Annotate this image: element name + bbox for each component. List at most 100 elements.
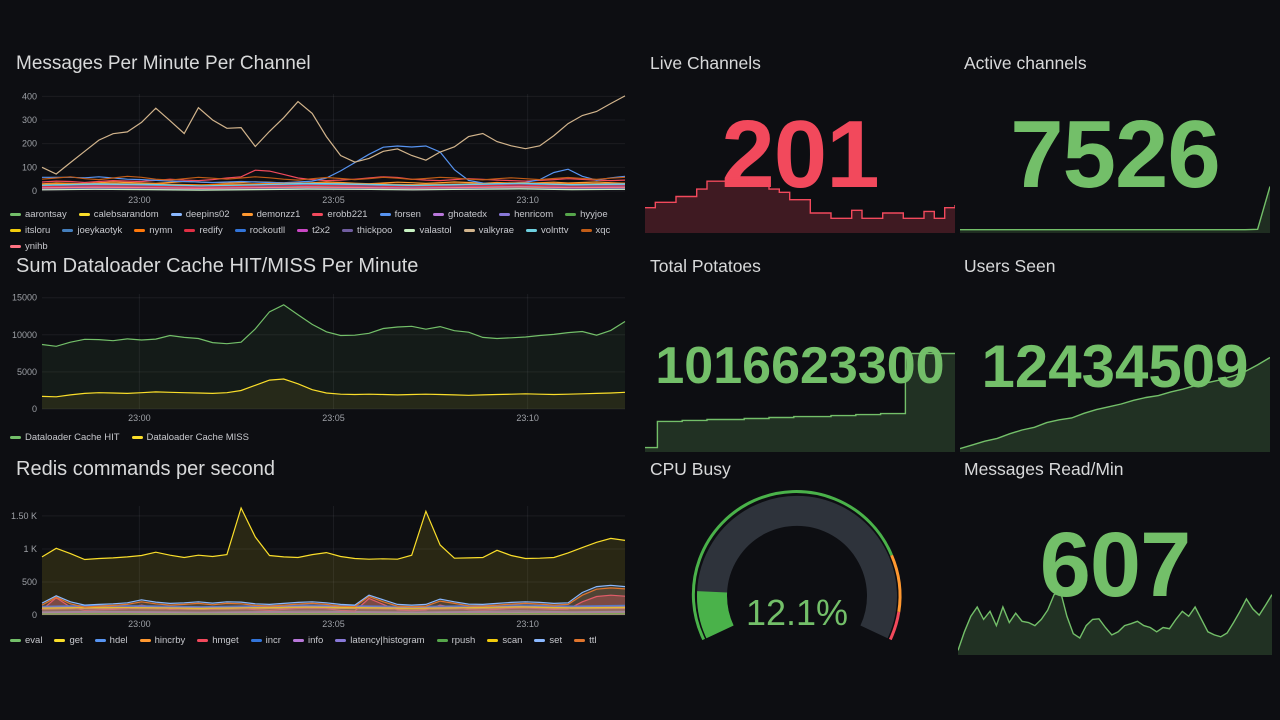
legend-item-dataloader-cache-hit[interactable]: Dataloader Cache HIT — [10, 431, 120, 444]
legend-item-forsen[interactable]: forsen — [379, 208, 421, 221]
svg-text:23:10: 23:10 — [516, 413, 539, 423]
legend-item-dataloader-cache-miss[interactable]: Dataloader Cache MISS — [131, 431, 249, 444]
legend-item-set[interactable]: set — [534, 634, 562, 647]
legend-swatch — [184, 229, 196, 232]
svg-text:23:00: 23:00 — [128, 413, 151, 423]
legend-swatch — [580, 229, 592, 232]
legend-item-demonzz1[interactable]: demonzz1 — [241, 208, 300, 221]
legend-item-redify[interactable]: redify — [184, 224, 223, 237]
svg-text:23:10: 23:10 — [516, 619, 539, 629]
legend-item-deepins02[interactable]: deepins02 — [170, 208, 230, 221]
panel-title-users-seen[interactable]: Users Seen — [964, 256, 1056, 276]
legend-label: volnttv — [541, 225, 569, 236]
legend-label: set — [549, 635, 563, 646]
legend-item-thickpoo[interactable]: thickpoo — [342, 224, 392, 237]
legend-swatch — [499, 213, 511, 216]
legend-item-ttl[interactable]: ttl — [574, 634, 597, 647]
svg-text:500: 500 — [22, 577, 37, 587]
legend-item-incr[interactable]: incr — [250, 634, 281, 647]
panel-title-messages-read[interactable]: Messages Read/Min — [964, 459, 1124, 479]
legend-label: Dataloader Cache HIT — [25, 432, 120, 443]
legend-label: forsen — [394, 209, 421, 220]
legend-item-joeykaotyk[interactable]: joeykaotyk — [62, 224, 122, 237]
legend-label: xqc — [595, 225, 611, 236]
legend-item-eval[interactable]: eval — [10, 634, 42, 647]
legend-swatch — [62, 229, 74, 232]
legend-item-get[interactable]: get — [54, 634, 83, 647]
legend-swatch — [234, 229, 246, 232]
legend-label: hmget — [212, 635, 239, 646]
legend-item-info[interactable]: info — [292, 634, 323, 647]
legend-label: valastol — [419, 225, 452, 236]
legend-label: valkyrae — [478, 225, 515, 236]
legend-item-aarontsay[interactable]: aarontsay — [10, 208, 67, 221]
legend-item-hyyjoe[interactable]: hyyjoe — [565, 208, 608, 221]
legend-item-scan[interactable]: scan — [487, 634, 522, 647]
messages-read-value: 607 — [1039, 513, 1192, 616]
svg-text:5000: 5000 — [17, 367, 37, 377]
legend-item-calebsarandom[interactable]: calebsarandom — [78, 208, 159, 221]
legend-item-rockoutll[interactable]: rockoutll — [234, 224, 285, 237]
panel-title-live-channels[interactable]: Live Channels — [650, 53, 761, 73]
legend-label: aarontsay — [25, 209, 67, 220]
legend-item-rpush[interactable]: rpush — [436, 634, 475, 647]
messages-chart-legend: aarontsay calebsarandom deepins02 demonzz1 e… — [10, 208, 628, 253]
panel-title-messages-per-minute[interactable]: Messages Per Minute Per Channel — [16, 53, 311, 74]
total-potatoes-sparkline — [645, 352, 955, 452]
legend-item-t2x2[interactable]: t2x2 — [297, 224, 330, 237]
legend-swatch — [342, 229, 354, 232]
dataloader-cache-chart[interactable]: 0 5000 10000 15000 23:00 23:05 23:10 — [8, 288, 628, 424]
users-seen-value: 12434509 — [981, 332, 1249, 400]
messages-per-minute-chart[interactable]: 0 100 200 300 400 23:00 23:05 23:10 — [8, 88, 628, 206]
panel-title-cpu-busy[interactable]: CPU Busy — [650, 459, 731, 479]
panel-title-redis-commands[interactable]: Redis commands per second — [16, 458, 276, 480]
legend-label: eval — [25, 635, 43, 646]
legend-swatch — [197, 639, 209, 642]
legend-label: get — [69, 635, 83, 646]
legend-swatch — [534, 639, 546, 642]
legend-item-henricom[interactable]: henricom — [499, 208, 553, 221]
legend-item-valkyrae[interactable]: valkyrae — [463, 224, 515, 237]
legend-swatch — [574, 639, 586, 642]
svg-text:23:00: 23:00 — [128, 195, 151, 205]
cpu-busy-gauge — [691, 490, 902, 641]
svg-text:1.50 K: 1.50 K — [11, 511, 37, 521]
legend-item-ghoatedx[interactable]: ghoatedx — [432, 208, 488, 221]
legend-label: hyyjoe — [580, 209, 608, 220]
legend-item-erobb221[interactable]: erobb221 — [312, 208, 368, 221]
svg-text:15000: 15000 — [12, 293, 37, 303]
legend-swatch — [297, 229, 309, 232]
legend-item-ynihb[interactable]: ynihb — [10, 240, 48, 253]
legend-item-hincrby[interactable]: hincrby — [139, 634, 185, 647]
legend-label: nymn — [149, 225, 173, 236]
legend-item-nymn[interactable]: nymn — [134, 224, 172, 237]
legend-label: erobb221 — [327, 209, 368, 220]
legend-swatch — [10, 245, 21, 248]
legend-label: ghoatedx — [447, 209, 488, 220]
svg-text:300: 300 — [22, 115, 37, 125]
legend-item-volnttv[interactable]: volnttv — [526, 224, 569, 237]
legend-swatch — [312, 213, 324, 216]
legend-item-hdel[interactable]: hdel — [94, 634, 128, 647]
svg-text:0: 0 — [32, 404, 37, 414]
legend-item-hmget[interactable]: hmget — [197, 634, 239, 647]
legend-label: scan — [502, 635, 523, 646]
legend-swatch — [487, 639, 499, 642]
active-channels-sparkline — [960, 186, 1270, 233]
redis-commands-chart[interactable]: 0 500 1 K 1.50 K 23:00 23:05 23:10 — [8, 500, 628, 630]
legend-item-xqc[interactable]: xqc — [580, 224, 611, 237]
legend-label: calebsarandom — [93, 209, 159, 220]
legend-swatch — [463, 229, 475, 232]
live-channels-sparkline — [645, 177, 955, 233]
svg-text:400: 400 — [22, 91, 37, 101]
panel-title-active-channels[interactable]: Active channels — [964, 53, 1087, 73]
legend-item-latency-histogram[interactable]: latency|histogram — [335, 634, 425, 647]
dataloader-chart-legend: Dataloader Cache HIT Dataloader Cache MIS… — [10, 431, 628, 444]
legend-label: incr — [265, 635, 281, 646]
svg-text:23:10: 23:10 — [516, 195, 539, 205]
panel-title-dataloader-cache[interactable]: Sum Dataloader Cache HIT/MISS Per Minute — [16, 255, 419, 277]
legend-item-itsloru[interactable]: itsloru — [10, 224, 50, 237]
panel-title-total-potatoes[interactable]: Total Potatoes — [650, 256, 761, 276]
legend-item-valastol[interactable]: valastol — [404, 224, 452, 237]
svg-text:1 K: 1 K — [23, 544, 37, 554]
